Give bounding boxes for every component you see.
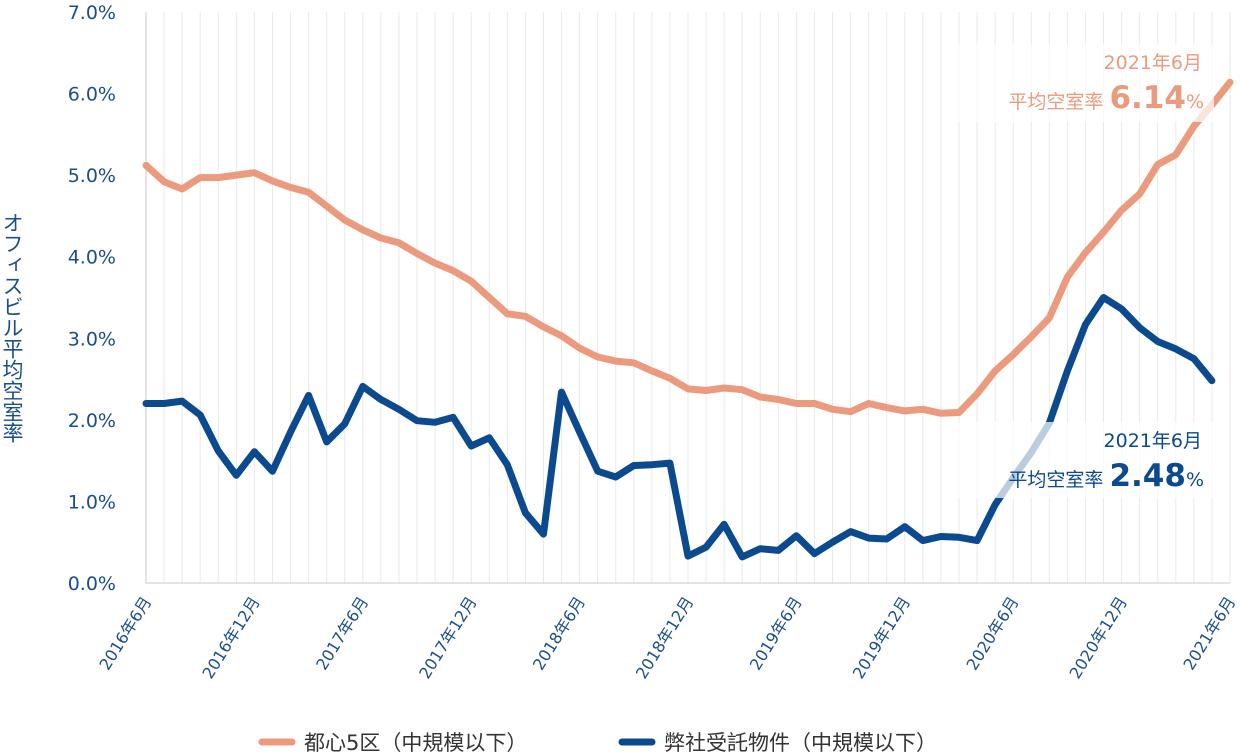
y-tick-label: 7.0% [68, 2, 116, 24]
annotation-date: 2021年6月 [1104, 52, 1202, 74]
y-axis-label: オフィスビル平均空室率 [0, 212, 24, 443]
x-tick-label: 2018年12月 [632, 593, 697, 682]
y-tick-label: 6.0% [68, 84, 116, 106]
legend: 都心5区（中規模以下） 弊社受託物件（中規模以下） [258, 731, 937, 755]
x-axis: 2016年6月 2016年12月 2017年6月 2017年12月 2018年6月 201… [95, 593, 1239, 682]
y-tick-label: 1.0% [68, 491, 116, 513]
annotation-date: 2021年6月 [1104, 430, 1202, 452]
legend-label-company: 弊社受託物件（中規模以下） [664, 731, 937, 755]
y-tick-label: 0.0% [68, 573, 116, 595]
y-tick-label: 2.0% [68, 410, 116, 432]
y-tick-label: 3.0% [68, 328, 116, 350]
annotation-box [958, 44, 1214, 122]
annotation-box [958, 422, 1214, 498]
x-tick-label: 2017年6月 [312, 593, 372, 673]
x-tick-label: 2017年12月 [415, 593, 480, 682]
x-tick-label: 2020年12月 [1066, 593, 1131, 682]
y-axis: 0.0% 1.0% 2.0% 3.0% 4.0% 5.0% 6.0% 7.0% [68, 2, 116, 595]
x-tick-label: 2019年12月 [849, 593, 914, 682]
y-tick-label: 4.0% [68, 247, 116, 269]
x-tick-label: 2016年6月 [95, 593, 155, 673]
series-line-0 [142, 78, 1234, 417]
annotation-value: 平均空室率 6.14% [1008, 80, 1204, 116]
x-tick-label: 2018年6月 [529, 593, 589, 673]
x-tick-label: 2016年12月 [198, 593, 263, 682]
legend-label-toshin: 都心5区（中規模以下） [304, 731, 527, 755]
x-tick-label: 2020年6月 [963, 593, 1023, 673]
x-tick-label: 2019年6月 [746, 593, 806, 673]
x-tick-label: 2021年6月 [1179, 593, 1239, 673]
annotation-value: 平均空室率 2.48% [1008, 458, 1204, 494]
y-tick-label: 5.0% [68, 165, 116, 187]
